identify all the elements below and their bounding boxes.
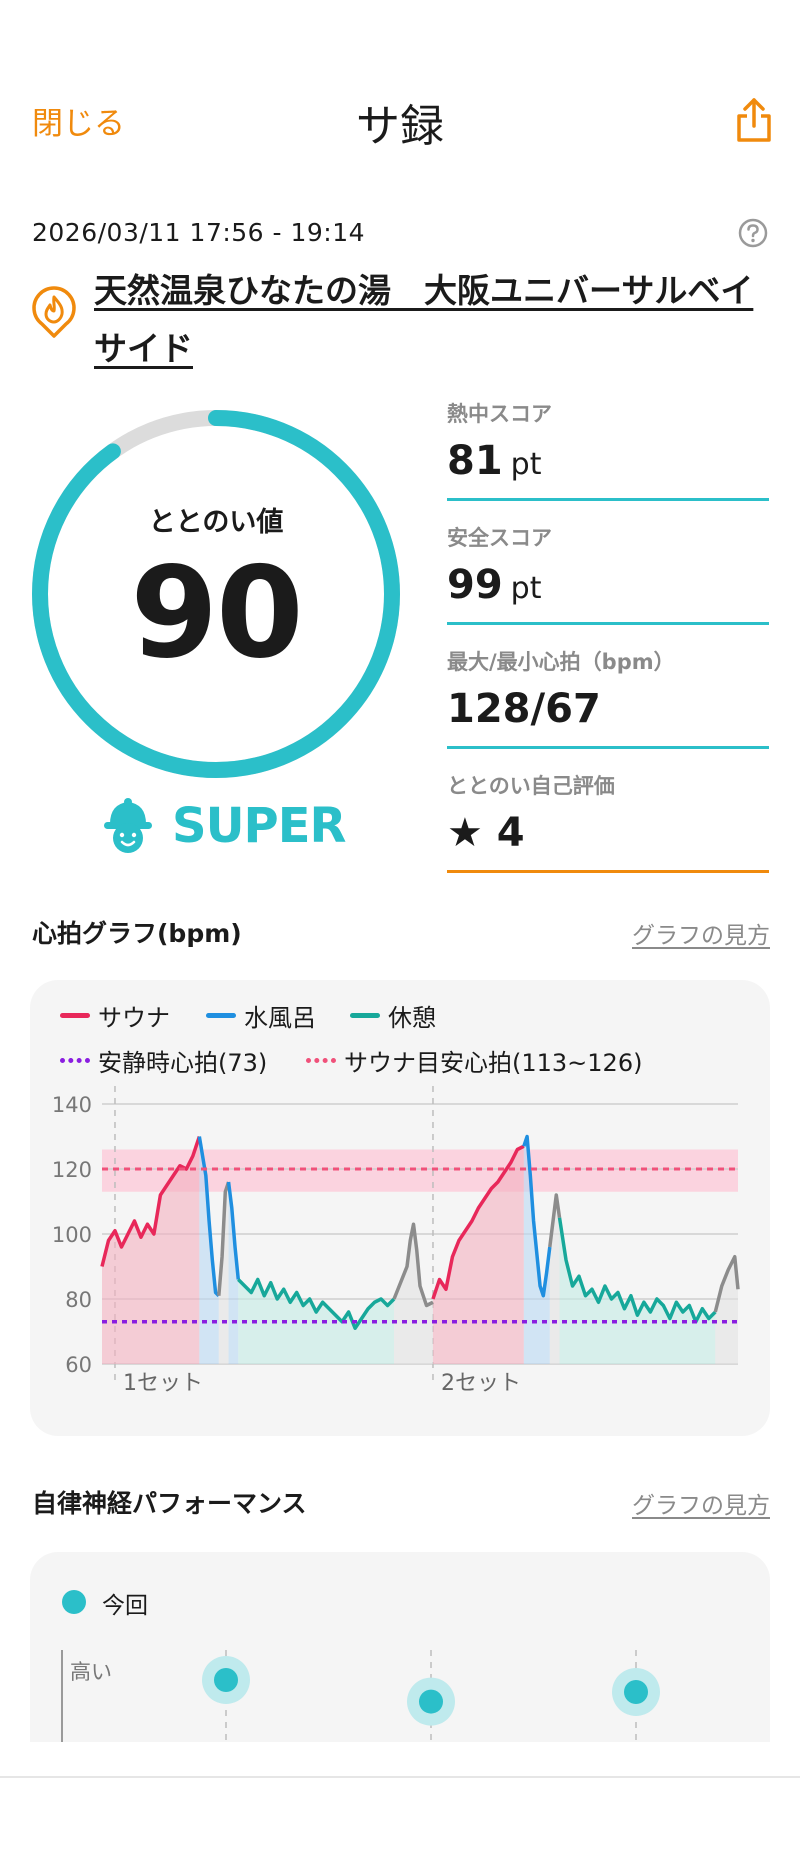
anp-guide-link[interactable]: グラフの見方: [632, 1493, 770, 1519]
series-area-sauna: [102, 1136, 200, 1364]
legend-cold-bath: 水風呂: [206, 998, 316, 1033]
series-line-other: [713, 1255, 740, 1313]
series-line-sauna: [431, 1144, 525, 1300]
stat-label: 安全スコア: [447, 526, 552, 550]
series-line-other: [392, 1222, 434, 1308]
stat-value: 99 pt: [447, 562, 542, 608]
anp-point: [214, 1668, 238, 1692]
stat-divider: [447, 498, 769, 501]
legend-current-dot: [62, 1590, 86, 1614]
stat-divider: [447, 622, 769, 625]
legend-rest: 休憩: [350, 998, 436, 1033]
heart-rate-chart: 60 80 100 120 140 1セット 2セット: [52, 1086, 740, 1396]
help-circle-icon[interactable]: [738, 218, 768, 248]
series-line-rest: [557, 1217, 717, 1324]
y-tick-label: 60: [65, 1353, 92, 1377]
anp-section-title: 自律神経パフォーマンス: [32, 1489, 307, 1518]
facility-name-link[interactable]: 天然温泉ひなたの湯 大阪ユニバーサルベイサイド: [94, 271, 754, 368]
sauna-hat-face-icon: [100, 796, 156, 854]
close-button[interactable]: 閉じる: [32, 106, 125, 142]
legend-sauna: サウナ: [60, 998, 170, 1033]
bottom-divider: [0, 1776, 800, 1778]
session-time-range: 2026/03/11 17:56 - 19:14: [32, 218, 366, 247]
anp-axis-high-label: 高い: [70, 1660, 112, 1684]
gauge-progress-arc: [32, 410, 400, 778]
anp-point: [624, 1680, 648, 1704]
heart-rate-guide-link[interactable]: グラフの見方: [632, 923, 770, 949]
y-tick-label: 100: [52, 1223, 92, 1247]
series-area-cold_bath: [199, 1136, 219, 1364]
series-line-other: [217, 1181, 231, 1296]
series-line-cold_bath: [522, 1134, 552, 1298]
heart-rate-section-title: 心拍グラフ(bpm): [32, 919, 242, 948]
stat-safety-score: 安全スコア 99 pt: [447, 522, 769, 625]
set-label: 2セット: [441, 1371, 521, 1396]
series-area-other: [715, 1256, 738, 1364]
series-line-other: [548, 1193, 562, 1248]
totonoi-score-gauge: [32, 410, 400, 778]
y-tick-label: 80: [65, 1288, 92, 1312]
stat-heat-score: 熱中スコア 81 pt: [447, 398, 769, 501]
anp-point: [419, 1689, 443, 1714]
series-area-sauna: [432, 1146, 524, 1364]
series-area-other: [218, 1182, 229, 1364]
series-area-cold_bath: [228, 1182, 239, 1364]
stat-max-min-heart-rate: 最大/最小心拍（bpm） 128/67: [447, 646, 769, 749]
stat-label: 熱中スコア: [447, 402, 552, 426]
series-area-rest: [559, 1217, 716, 1364]
series-line-rest: [237, 1277, 396, 1330]
stat-divider: [447, 870, 769, 873]
stat-value: 81 pt: [447, 438, 542, 484]
totonoi-score-value: 90: [130, 539, 303, 686]
stat-divider: [447, 746, 769, 749]
y-tick-label: 140: [52, 1093, 92, 1117]
y-tick-label: 120: [52, 1158, 92, 1182]
series-line-cold_bath: [197, 1136, 221, 1297]
page-title: サ録: [356, 101, 444, 152]
stat-value: 128/67: [447, 686, 601, 732]
stat-label: 最大/最小心拍（bpm）: [447, 650, 675, 674]
totonoi-score-label: ととのい値: [148, 507, 284, 538]
sauna-flame-pin-icon: [30, 284, 78, 340]
totonoi-rank-label: SUPER: [172, 798, 346, 854]
stat-label: ととのい自己評価: [447, 774, 615, 798]
share-icon[interactable]: [734, 96, 774, 144]
legend-resting-hr: 安静時心拍(73): [60, 1043, 267, 1078]
series-line-sauna: [100, 1135, 202, 1267]
legend-target-hr: サウナ目安心拍(113~126): [306, 1043, 642, 1078]
stat-value: ★ 4: [447, 810, 525, 856]
series-area-other: [394, 1224, 433, 1364]
legend-current-label: 今回: [102, 1593, 148, 1619]
series-line-cold_bath: [226, 1181, 241, 1280]
stat-self-rating[interactable]: ととのい自己評価 ★ 4: [447, 770, 769, 873]
anp-chart: [61, 1650, 660, 1742]
set-label: 1セット: [123, 1371, 203, 1396]
